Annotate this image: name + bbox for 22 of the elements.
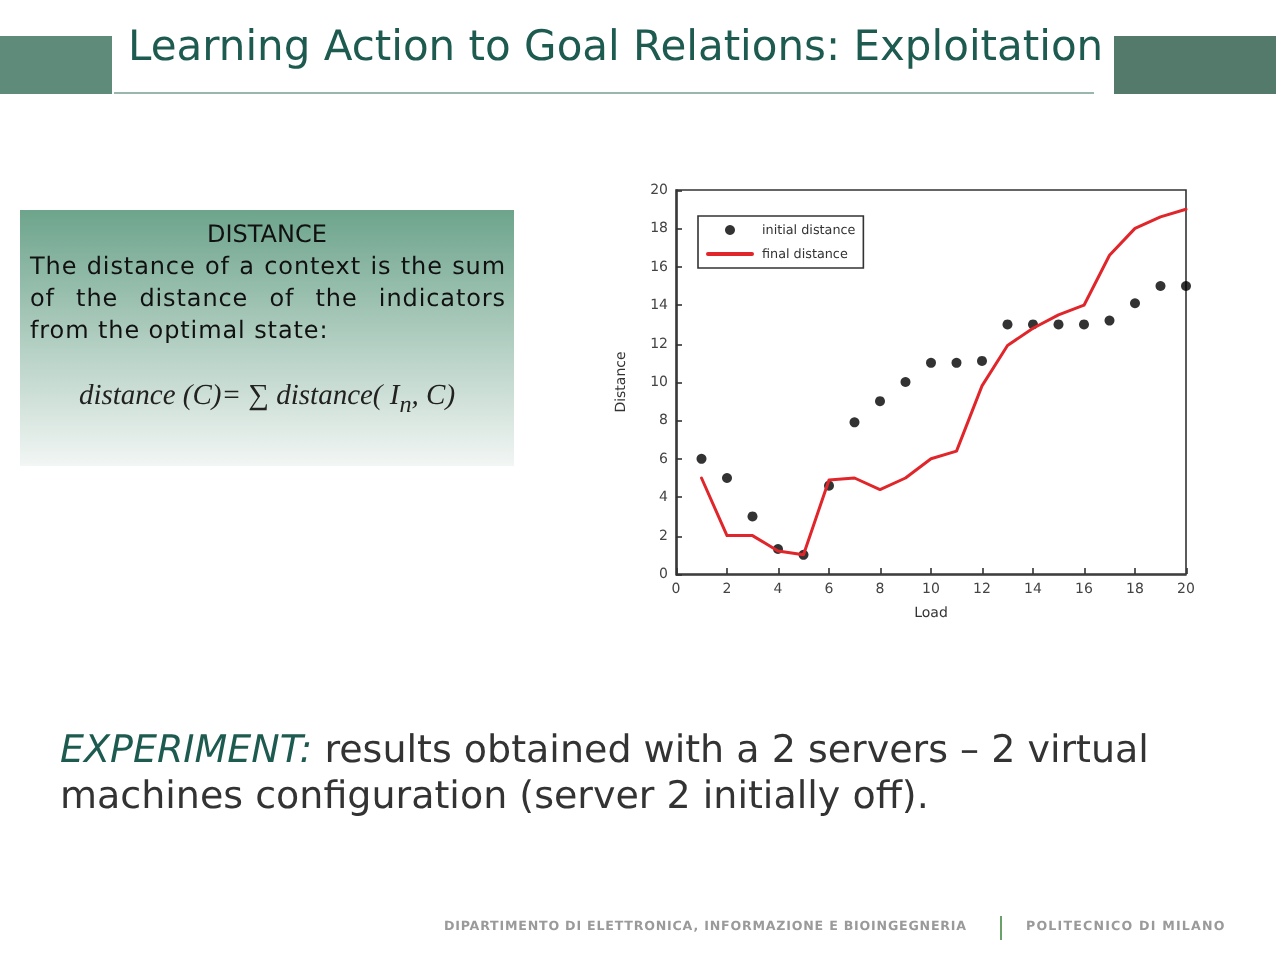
point <box>1104 315 1115 326</box>
point <box>875 396 885 407</box>
text: EXPERIMENT: results obtained with a 2 servers – 2 virtual machines configuration (server 2 initially off). <box>60 728 1149 818</box>
point <box>900 377 911 387</box>
point <box>951 357 962 368</box>
point <box>849 417 860 428</box>
text: distance (C)= ∑ distance( I$_{n}$, C) <box>76 380 458 420</box>
line-series <box>700 207 1188 557</box>
point <box>1130 298 1140 309</box>
point <box>1002 319 1013 330</box>
text: DISTANCE <box>205 220 329 248</box>
point <box>722 473 732 483</box>
point <box>1079 319 1089 330</box>
point <box>926 357 936 368</box>
text: The distance of a context is the sum of the distance of the indicators from the optimal state: <box>30 250 506 346</box>
point <box>1053 319 1064 330</box>
point <box>747 511 758 522</box>
point <box>1181 281 1191 291</box>
point <box>1155 281 1166 291</box>
point <box>696 453 707 464</box>
chart-title: Learning Action to Goal Relations: Exploitation <box>128 22 1104 70</box>
point <box>977 355 987 366</box>
